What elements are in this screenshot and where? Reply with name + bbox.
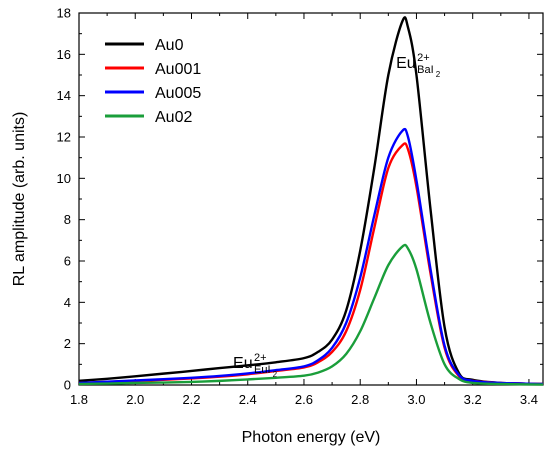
annotation-sub-subscript: 2 [273, 370, 278, 379]
series-lines [78, 16, 544, 386]
y-tick-label: 16 [57, 47, 71, 62]
axis-ticks [78, 12, 543, 386]
annotation-sub-subscript: 2 [436, 70, 441, 79]
annotation-base: Eu [233, 355, 253, 372]
x-tick-label: 2.8 [351, 392, 369, 407]
x-tick-label: 2.2 [182, 392, 200, 407]
annotation-subscript: EuI [254, 364, 271, 376]
series-line-au02 [78, 243, 544, 386]
y-axis-title: RL amplitude (arb. units) [11, 112, 28, 287]
y-tick-label: 6 [64, 254, 71, 269]
y-tick-label: 18 [57, 6, 71, 21]
y-tick-label: 2 [64, 336, 71, 351]
annotation-base: Eu [396, 55, 416, 72]
series-line-au005 [78, 127, 544, 386]
annotation-bai2-peak: Eu 2+BaI 2 [396, 52, 441, 79]
legend-label-au0: Au0 [155, 37, 184, 54]
y-tick-label: 0 [64, 378, 71, 393]
y-tick-label: 8 [64, 212, 71, 227]
annotation-eui2-peak: Eu 2+EuI 2 [233, 352, 278, 379]
annotation-subscript: BaI [417, 64, 434, 76]
x-tick-label: 2.0 [126, 392, 144, 407]
y-tick-label: 10 [57, 171, 71, 186]
y-tick-label: 14 [57, 88, 71, 103]
series-line-au0 [78, 16, 544, 386]
x-tick-label: 2.4 [239, 392, 257, 407]
axis-tick-labels: 1.8 2.0 2.2 2.4 2.6 2.8 3.0 3.2 3.4 0 2 4 6 8 10 12 14 16… [57, 6, 538, 408]
legend-label-au001: Au001 [155, 61, 201, 78]
x-tick-label: 3.2 [464, 392, 482, 407]
legend-label-au02: Au02 [155, 109, 192, 126]
x-tick-label: 3.4 [520, 392, 538, 407]
y-tick-label: 12 [57, 130, 71, 145]
plot-frame [78, 12, 544, 386]
series-line-au001 [78, 142, 544, 386]
x-tick-label: 2.6 [295, 392, 313, 407]
annotation-superscript: 2+ [254, 352, 267, 364]
annotation-superscript: 2+ [417, 52, 430, 64]
peak-annotations: Eu 2+EuI 2Eu 2+BaI 2 [233, 52, 441, 379]
legend-label-au005: Au005 [155, 85, 201, 102]
y-tick-label: 4 [64, 295, 71, 310]
x-tick-label: 3.0 [407, 392, 425, 407]
x-tick-label: 1.8 [70, 392, 88, 407]
x-axis-title: Photon energy (eV) [242, 429, 381, 446]
legend: Au0 Au001 Au005 Au02 [105, 37, 201, 126]
